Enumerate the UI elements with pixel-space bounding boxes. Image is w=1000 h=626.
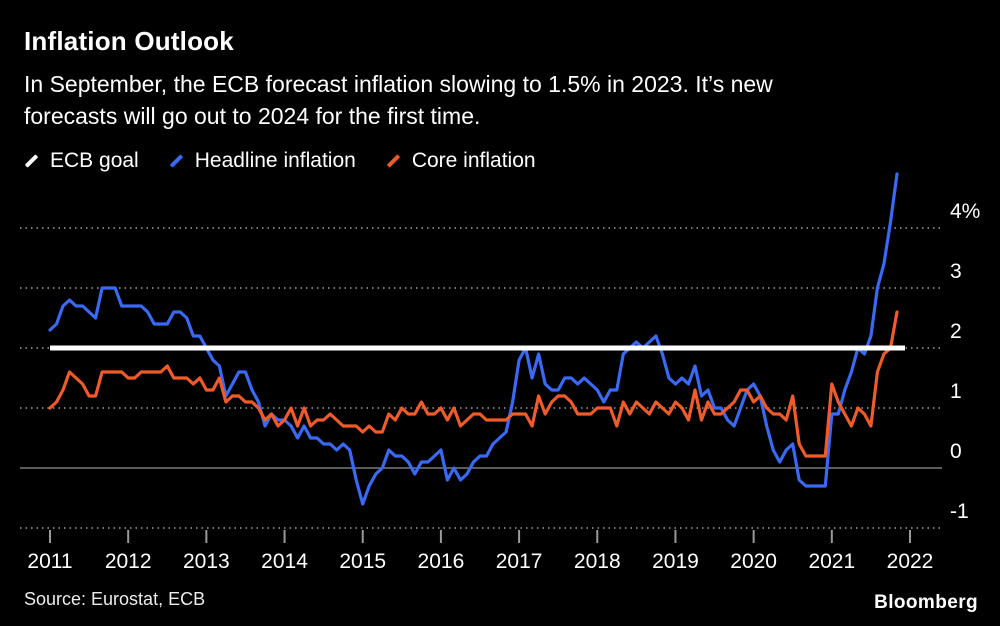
gridlines	[20, 227, 942, 529]
svg-text:4%: 4%	[950, 200, 980, 223]
svg-text:2021: 2021	[808, 550, 855, 573]
svg-text:0: 0	[950, 440, 962, 463]
svg-text:3: 3	[950, 260, 962, 283]
svg-text:2013: 2013	[183, 550, 230, 573]
svg-text:1: 1	[950, 380, 962, 403]
headline-inflation-line	[48, 172, 899, 506]
chart-legend: ECB goal Headline inflation Core inflati…	[24, 149, 536, 173]
legend-item-core-inflation: Core inflation	[386, 149, 536, 173]
legend-label-core-inflation: Core inflation	[411, 149, 536, 172]
legend-label-headline-inflation: Headline inflation	[194, 149, 356, 172]
chart-subtitle-line-2: forecasts will go out to 2024 for the fi…	[24, 103, 481, 129]
svg-text:2014: 2014	[261, 550, 308, 573]
chart-title: Inflation Outlook	[24, 26, 234, 56]
svg-text:2: 2	[950, 320, 962, 343]
svg-text:2012: 2012	[105, 550, 152, 573]
svg-text:2022: 2022	[887, 550, 934, 573]
ecb-goal-line-swatch-icon	[24, 154, 39, 168]
svg-text:2020: 2020	[730, 550, 777, 573]
svg-text:2019: 2019	[652, 550, 699, 573]
svg-text:2017: 2017	[496, 550, 543, 573]
core-inflation-line	[48, 310, 899, 458]
svg-text:2016: 2016	[418, 550, 465, 573]
chart-header: Inflation Outlook In September, the ECB …	[24, 26, 980, 132]
y-axis-labels: 4% 3 2 1 0 -1	[950, 200, 980, 523]
chart-subtitle-line-1: In September, the ECB forecast inflation…	[24, 71, 773, 97]
core-inflation-line-swatch-icon	[386, 154, 401, 168]
svg-text:-1: -1	[950, 500, 969, 523]
bloomberg-logo: Bloomberg	[874, 592, 978, 613]
source-note: Source: Eurostat, ECB	[24, 589, 206, 609]
legend-item-ecb-goal: ECB goal	[24, 149, 139, 173]
svg-text:2011: 2011	[27, 550, 72, 573]
svg-text:2018: 2018	[574, 550, 621, 573]
headline-inflation-line-swatch-icon	[169, 154, 183, 168]
legend-label-ecb-goal: ECB goal	[50, 149, 139, 172]
svg-text:2015: 2015	[339, 550, 386, 573]
legend-item-headline-inflation: Headline inflation	[169, 149, 356, 173]
x-axis: 2011 2012 2013 2014 2015 2016 2017 2018 2019 2020…	[27, 530, 933, 573]
chart-subtitle: In September, the ECB forecast inflation…	[24, 68, 980, 132]
